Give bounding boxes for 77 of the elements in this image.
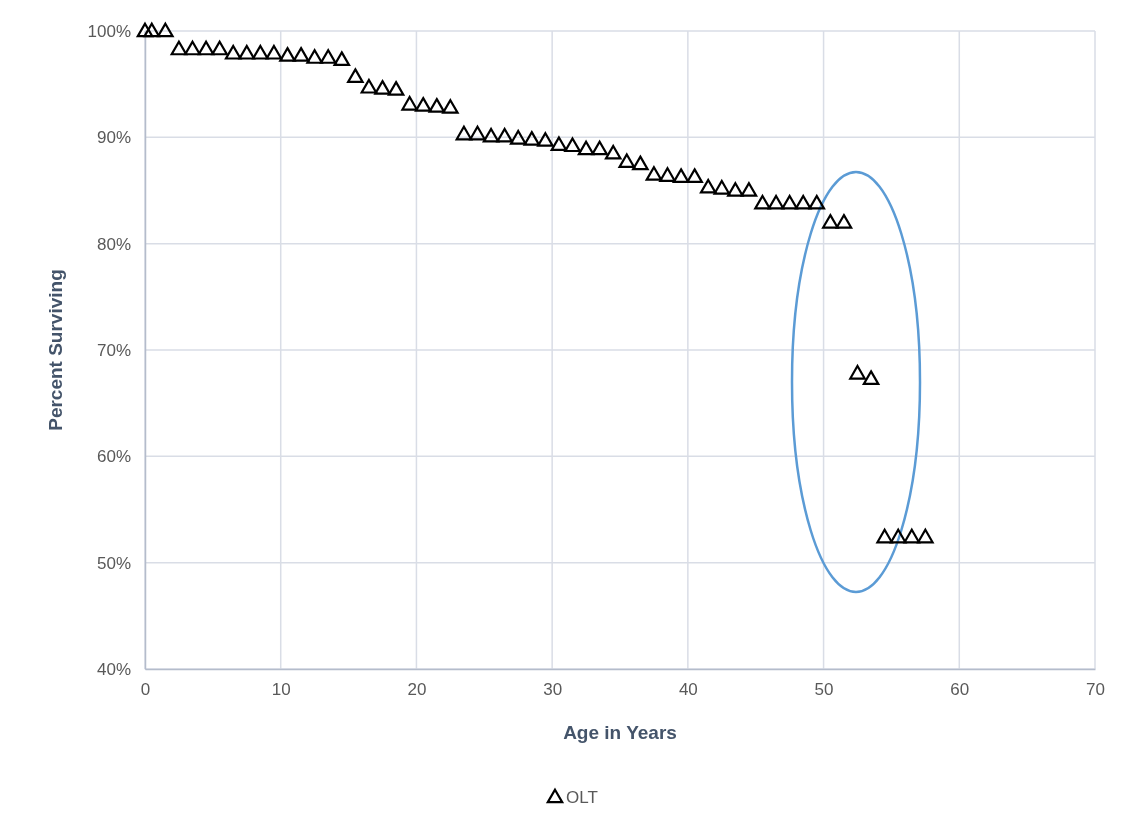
point: [604, 144, 622, 160]
point: [577, 140, 595, 156]
point: [252, 44, 269, 60]
point: [537, 132, 554, 147]
point: [713, 179, 731, 195]
point: [835, 213, 853, 229]
point: [306, 49, 323, 64]
point: [319, 49, 337, 64]
point: [509, 129, 527, 145]
y-tick-label: 80%: [96, 234, 131, 254]
y-axis-title: Percent Surviving: [45, 269, 66, 431]
point: [672, 168, 690, 183]
point: [374, 80, 391, 95]
point: [211, 40, 228, 56]
point: [197, 40, 215, 56]
point: [143, 22, 161, 38]
point: [727, 182, 744, 197]
point: [360, 78, 378, 94]
point: [889, 528, 907, 544]
point: [794, 194, 812, 210]
point: [781, 194, 798, 210]
x-tick-label: 30: [543, 680, 563, 700]
point: [170, 40, 188, 56]
point: [699, 178, 717, 194]
legend-label: OLT: [566, 788, 598, 807]
point: [564, 137, 581, 153]
point: [279, 47, 296, 62]
point: [469, 125, 486, 141]
x-tick-label: 60: [950, 680, 970, 700]
point: [184, 40, 201, 56]
point: [917, 528, 934, 544]
point: [401, 95, 418, 111]
point: [238, 44, 256, 60]
point: [754, 194, 771, 210]
point: [645, 166, 663, 181]
point: [876, 528, 893, 544]
y-tick-label: 70%: [96, 340, 131, 360]
point: [455, 125, 473, 141]
point: [618, 153, 636, 169]
point: [659, 167, 676, 182]
point: [523, 131, 541, 146]
point: [265, 44, 283, 60]
y-tick-label: 60%: [96, 447, 131, 467]
x-tick-label: 40: [678, 680, 698, 700]
point: [224, 44, 242, 60]
point: [136, 22, 154, 38]
point: [862, 370, 880, 385]
y-tick-label: 50%: [96, 553, 131, 573]
point: [903, 528, 921, 544]
point: [414, 97, 432, 112]
point: [482, 127, 500, 143]
point: [632, 155, 649, 171]
point: [686, 168, 703, 183]
y-tick-label: 40%: [96, 659, 131, 679]
point: [496, 127, 513, 143]
x-tick-label: 70: [1086, 680, 1105, 700]
point: [428, 98, 446, 113]
x-tick-label: 50: [814, 680, 834, 700]
x-tick-label: 10: [271, 680, 291, 700]
y-tick-label: 100%: [87, 21, 131, 41]
point: [333, 51, 351, 66]
point: [550, 136, 568, 152]
x-tick-label: 20: [407, 680, 427, 700]
point: [808, 194, 826, 210]
point: [442, 99, 459, 114]
x-axis-title: Age in Years: [563, 722, 677, 743]
point: [767, 194, 785, 210]
point: [347, 68, 364, 83]
point: [157, 22, 174, 38]
y-tick-label: 90%: [96, 128, 131, 148]
point: [387, 81, 405, 96]
point: [292, 47, 310, 62]
point: [849, 364, 866, 380]
point: [591, 140, 608, 156]
point: [740, 182, 758, 197]
point: [822, 213, 839, 229]
x-tick-label: 0: [140, 680, 151, 700]
